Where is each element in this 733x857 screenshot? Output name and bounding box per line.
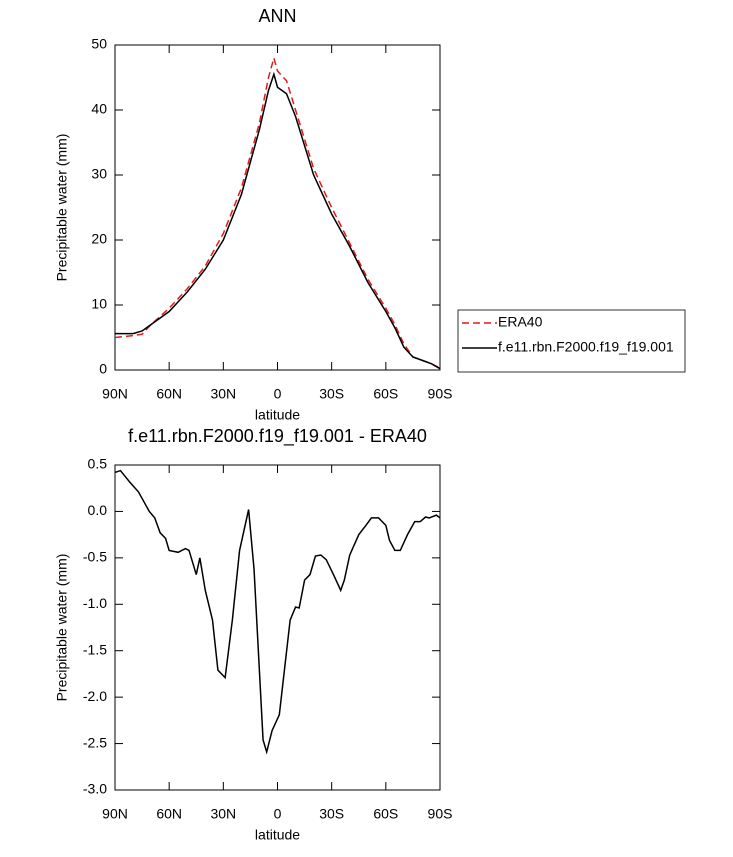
y-tick-label: -2.5 — [83, 734, 107, 750]
y-tick-label: -1.0 — [83, 595, 107, 611]
x-tick-label: 30N — [210, 806, 236, 822]
x-tick-label: 30S — [319, 806, 344, 822]
y-tick-label: 40 — [91, 101, 107, 117]
y-tick-label: 50 — [91, 36, 107, 52]
y-tick-label: -0.5 — [83, 549, 107, 565]
legend-box — [457, 309, 686, 373]
y-tick-label: 20 — [91, 231, 107, 247]
y-tick-label: 10 — [91, 296, 107, 312]
y-tick-label: 0.5 — [88, 456, 108, 472]
data-line — [115, 71, 441, 370]
x-tick-label: 90N — [102, 386, 128, 402]
plot-frame — [114, 464, 441, 791]
y-axis-label: Precipitable water (mm) — [54, 134, 70, 282]
x-tick-label: 90N — [102, 806, 128, 822]
y-tick-label: -3.0 — [83, 781, 107, 797]
data-line — [114, 469, 441, 755]
x-tick-label: 0 — [274, 386, 282, 402]
y-axis-label: Precipitable water (mm) — [54, 554, 70, 702]
x-tick-label: 60N — [156, 386, 182, 402]
chart-title: ANN — [258, 6, 296, 26]
y-tick-label: 0.0 — [88, 502, 108, 518]
y-tick-label: 0 — [99, 361, 107, 377]
x-tick-label: 60S — [373, 386, 398, 402]
x-tick-label: 90S — [428, 386, 453, 402]
x-axis-label: latitude — [255, 827, 300, 843]
x-tick-label: 30N — [210, 386, 236, 402]
plot-frame — [114, 44, 441, 371]
x-axis-label: latitude — [255, 407, 300, 423]
x-tick-label: 60S — [373, 806, 398, 822]
chart-title: f.e11.rbn.F2000.f19_f19.001 - ERA40 — [128, 426, 427, 447]
x-tick-label: 90S — [428, 806, 453, 822]
x-tick-label: 30S — [319, 386, 344, 402]
x-tick-label: 0 — [274, 806, 282, 822]
y-tick-label: -1.5 — [83, 641, 107, 657]
legend-label: f.e11.rbn.F2000.f19_f19.001 — [498, 339, 674, 355]
x-tick-label: 60N — [156, 806, 182, 822]
legend-label: ERA40 — [498, 314, 543, 330]
y-tick-label: 30 — [91, 166, 107, 182]
data-line — [114, 55, 441, 369]
y-tick-label: -2.0 — [83, 688, 107, 704]
